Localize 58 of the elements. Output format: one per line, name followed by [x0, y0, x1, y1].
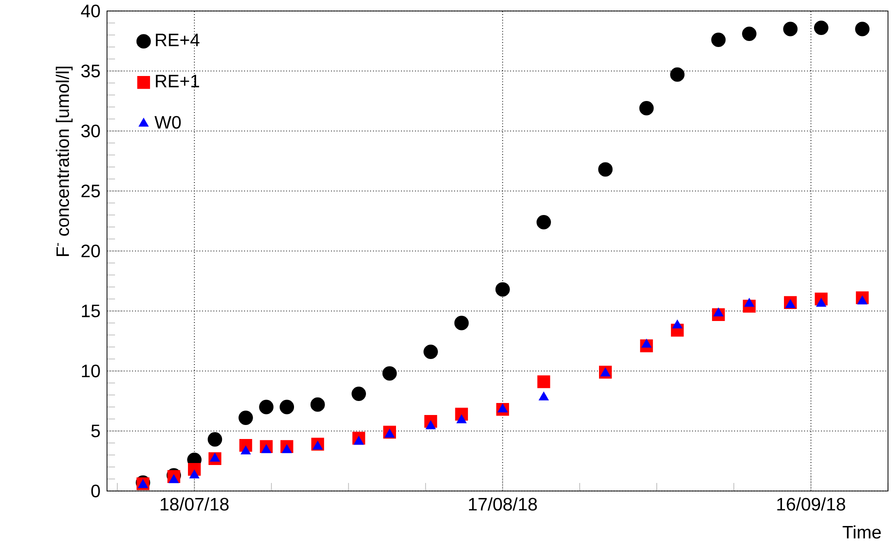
y-tick-label: 25 — [82, 184, 100, 198]
point — [672, 320, 682, 328]
y-axis-title: F$^{-}$ concentration [umol/l] — [56, 66, 73, 256]
point — [536, 214, 551, 230]
legend-label: RE+1 — [156, 74, 200, 88]
point — [857, 296, 868, 304]
point — [238, 410, 253, 425]
point — [426, 420, 436, 430]
point — [670, 67, 685, 82]
point — [168, 474, 179, 484]
y-tick-label: 35 — [81, 64, 100, 78]
y-tick-label: 0 — [91, 484, 100, 498]
point — [642, 338, 652, 348]
point — [454, 316, 469, 330]
legend-label: RE+4 — [156, 34, 200, 46]
point — [498, 404, 508, 412]
point — [711, 32, 726, 47]
point — [240, 446, 251, 454]
point — [352, 386, 366, 401]
point — [282, 444, 292, 454]
point — [210, 452, 220, 462]
y-tick-label: 10 — [82, 364, 100, 378]
point — [537, 375, 550, 388]
point — [639, 100, 654, 116]
point — [598, 162, 613, 177]
y-tick-label: 40 — [81, 4, 100, 18]
y-tick-label: 15 — [82, 304, 100, 318]
y-tick-label: 30 — [81, 124, 100, 138]
point — [384, 428, 395, 438]
point — [189, 470, 200, 478]
x-tick-label: 17/08/18 — [468, 497, 537, 511]
point — [816, 298, 826, 307]
point — [744, 298, 754, 307]
point — [742, 26, 756, 41]
point — [312, 440, 323, 450]
legend-label: W0 — [154, 116, 181, 129]
point — [714, 308, 724, 316]
point — [456, 414, 466, 424]
point — [424, 344, 438, 359]
point — [855, 22, 870, 36]
point — [382, 366, 397, 381]
point — [354, 436, 364, 445]
point — [310, 397, 325, 412]
point — [261, 444, 272, 454]
point — [208, 432, 222, 447]
point — [600, 368, 610, 376]
point — [259, 400, 274, 414]
point — [495, 282, 510, 297]
y-tick-label: 20 — [82, 244, 100, 258]
point — [814, 20, 828, 35]
point — [280, 400, 294, 414]
x-tick-label: 18/07/18 — [160, 497, 229, 511]
x-tick-label: 16/09/18 — [777, 497, 846, 511]
point — [538, 392, 549, 400]
point — [785, 299, 796, 308]
y-tick-label: 5 — [91, 424, 100, 438]
x-axis-title: Time — [842, 525, 881, 539]
point — [783, 22, 798, 36]
